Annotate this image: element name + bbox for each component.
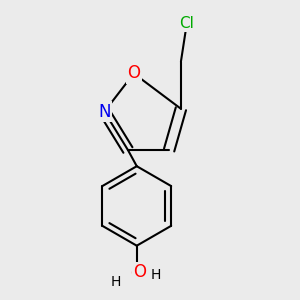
Text: H: H	[111, 275, 121, 290]
Text: H: H	[151, 268, 161, 282]
Text: Cl: Cl	[179, 16, 194, 31]
Text: O: O	[130, 265, 143, 283]
Text: N: N	[98, 103, 111, 121]
Text: O: O	[133, 263, 146, 281]
Text: O: O	[127, 64, 140, 82]
